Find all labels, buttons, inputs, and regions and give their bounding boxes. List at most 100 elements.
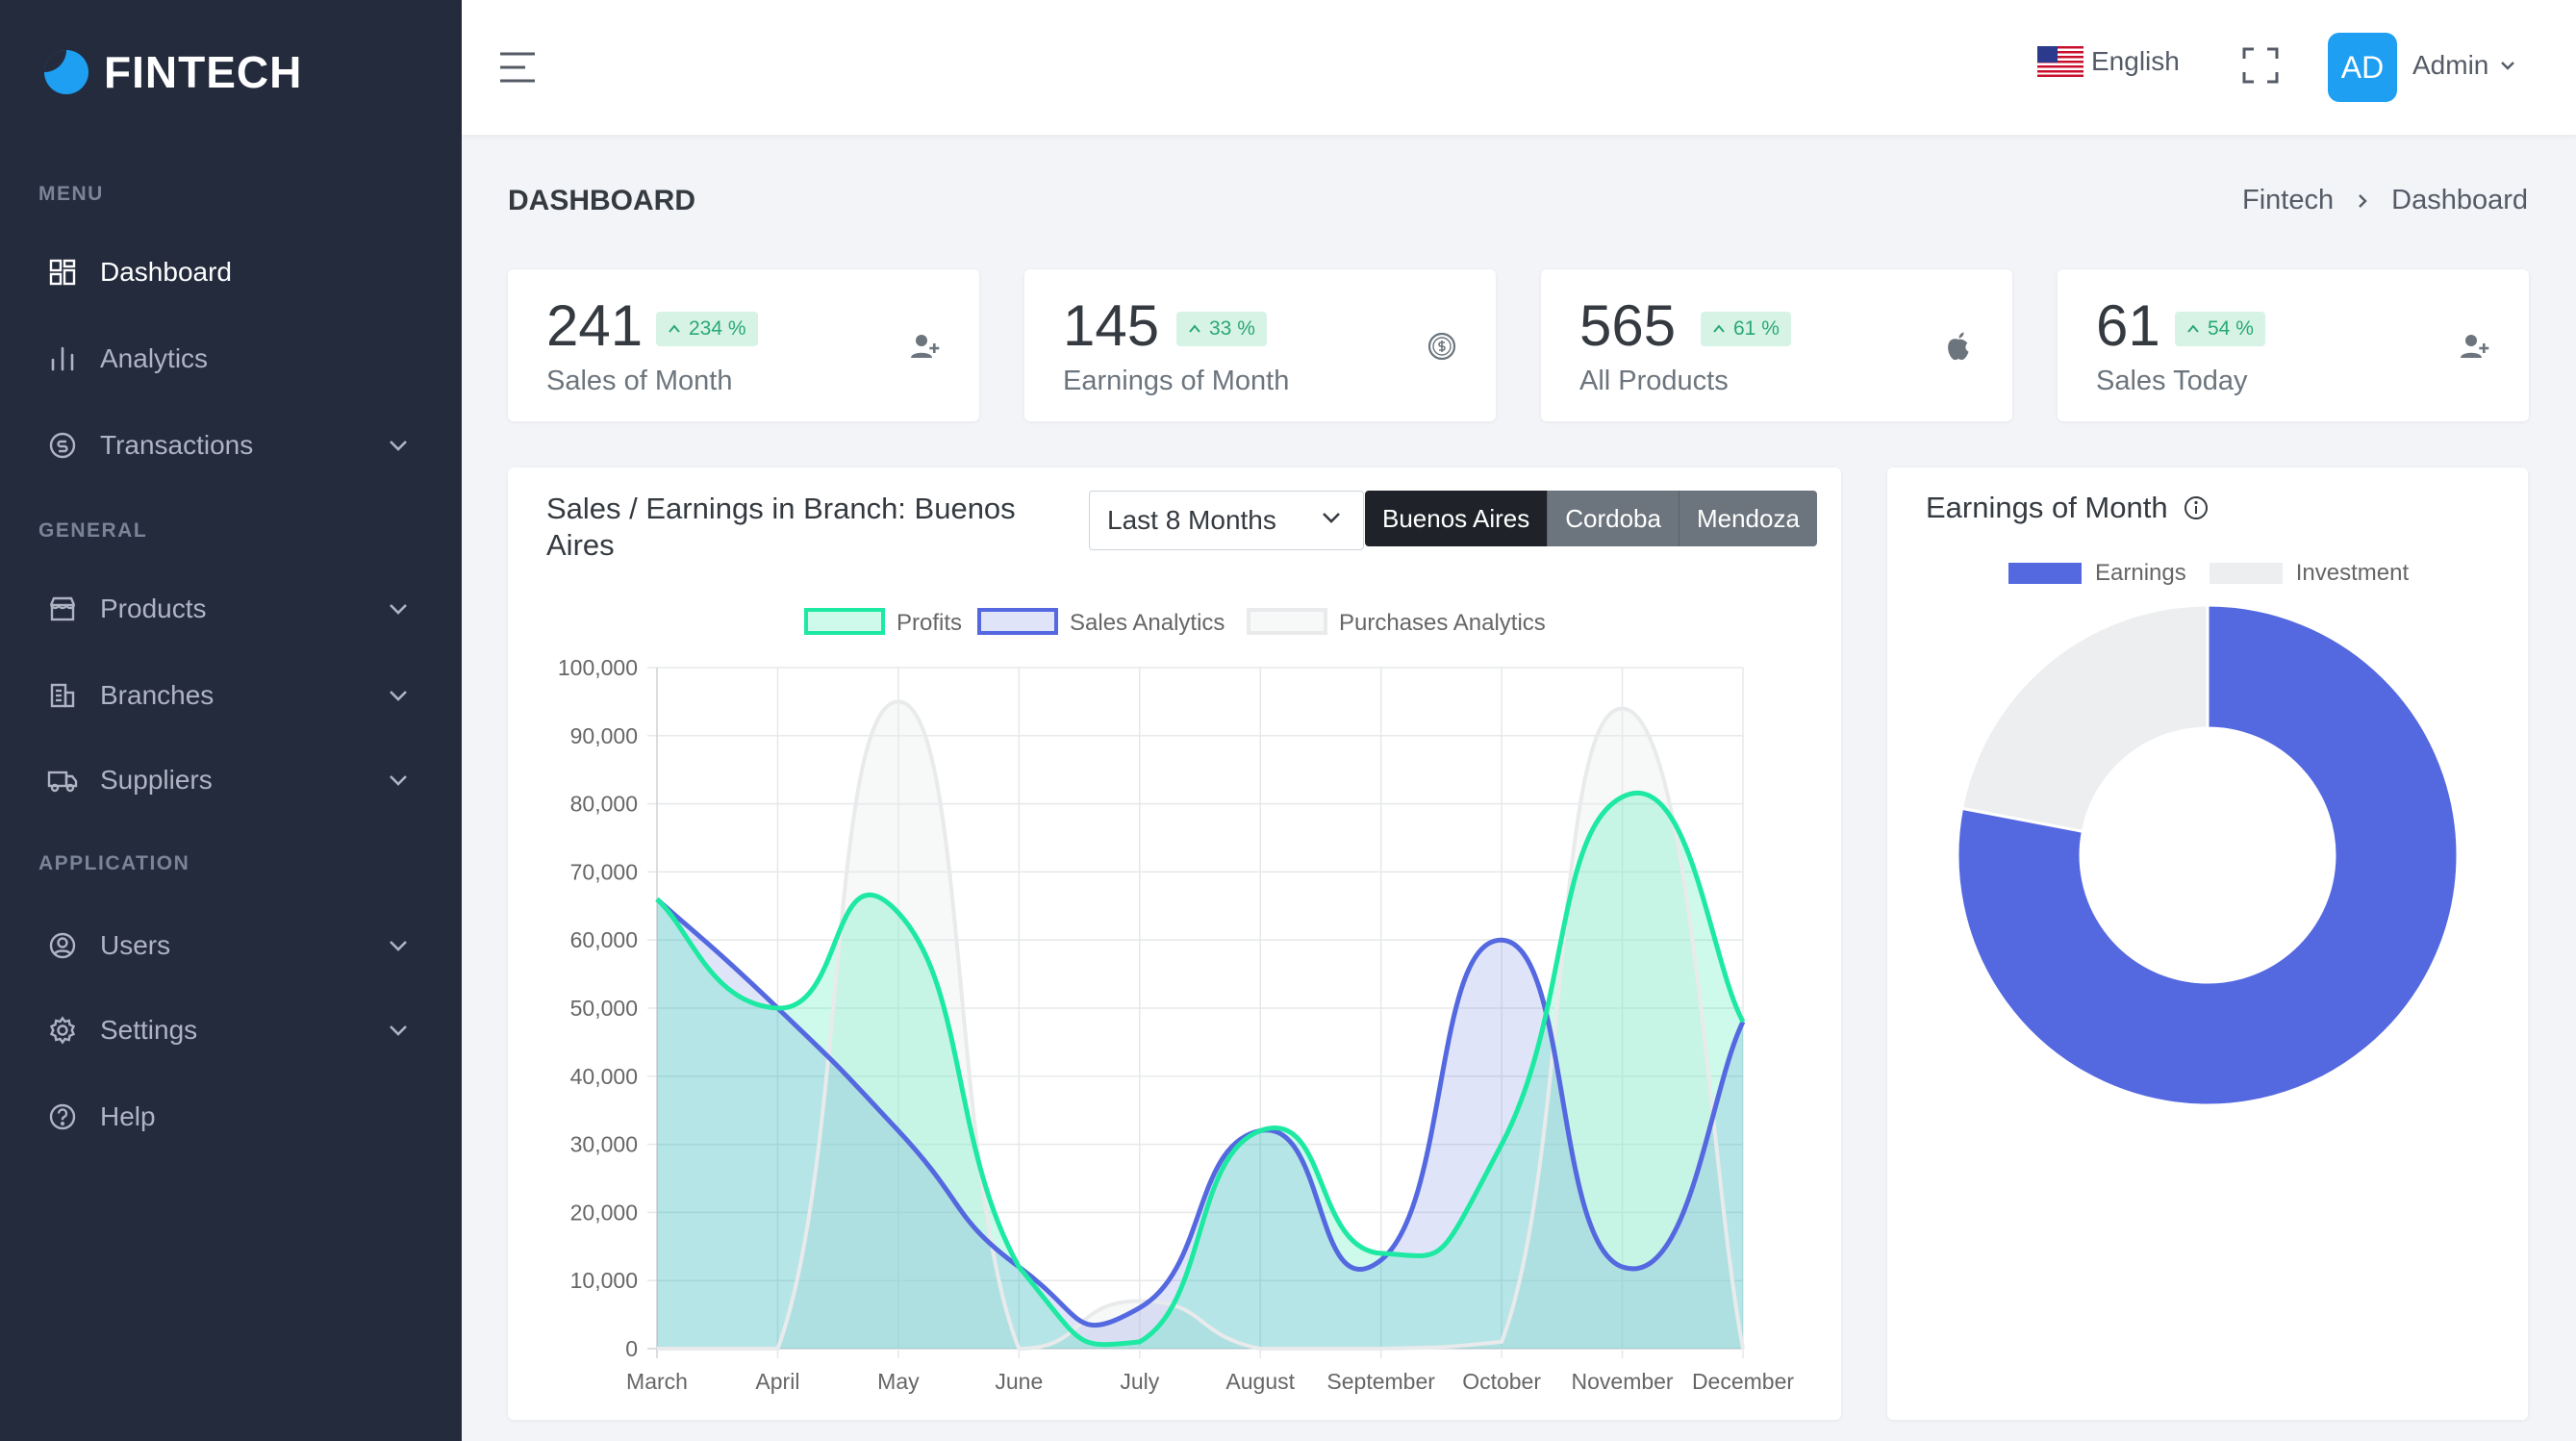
sidebar-item-label: Help bbox=[100, 1101, 156, 1131]
sales-line-chart: 0 10,000 20,000 30,000 40,000 50,000 60,000 70,… bbox=[558, 608, 1794, 1394]
legend-swatch bbox=[1247, 608, 1327, 635]
us-flag-icon bbox=[2037, 46, 2084, 77]
earnings-of-month-card: Earnings of Month Earnings Investment bbox=[1887, 468, 2528, 1420]
avatar[interactable]: AD bbox=[2328, 33, 2397, 102]
sidebar-item-transactions[interactable]: Transactions bbox=[0, 410, 462, 481]
stat-card-sales-today: 61 54 % Sales Today bbox=[2058, 269, 2529, 421]
stat-value: 145 bbox=[1063, 293, 1160, 358]
legend-label-investment[interactable]: Investment bbox=[2295, 560, 2410, 586]
sidebar-item-dashboard[interactable]: Dashboard bbox=[0, 237, 462, 308]
section-title-general: GENERAL bbox=[38, 519, 148, 542]
series-area-0 bbox=[657, 793, 1743, 1349]
stat-label: Sales of Month bbox=[546, 366, 733, 396]
page-title: DASHBOARD bbox=[508, 185, 695, 216]
language-selector[interactable]: English bbox=[2037, 46, 2180, 77]
y-tick-label: 60,000 bbox=[570, 927, 638, 952]
dollar-coin-icon bbox=[1425, 329, 1459, 364]
chevron-down-icon[interactable] bbox=[385, 767, 412, 794]
stat-label: Sales Today bbox=[2096, 366, 2248, 396]
chevron-down-icon[interactable] bbox=[385, 932, 412, 959]
stat-card-sales-of-month: 241 234 % Sales of Month bbox=[508, 269, 979, 421]
caret-up-icon bbox=[1713, 324, 1725, 333]
branch-button-mendoza[interactable]: Mendoza bbox=[1678, 491, 1817, 546]
user-plus-icon bbox=[908, 329, 943, 364]
chevron-down-icon[interactable] bbox=[385, 1017, 412, 1044]
dashboard-icon bbox=[46, 256, 79, 289]
user-menu[interactable]: Admin bbox=[2412, 50, 2515, 81]
caret-up-icon bbox=[669, 324, 680, 333]
hamburger-menu-icon[interactable] bbox=[498, 50, 537, 85]
sidebar-item-settings[interactable]: Settings bbox=[0, 995, 462, 1066]
x-tick-label: July bbox=[1120, 1369, 1159, 1394]
series-line-2 bbox=[656, 699, 1745, 1352]
sidebar-item-label: Settings bbox=[100, 1015, 198, 1045]
chevron-down-icon[interactable] bbox=[385, 682, 412, 709]
logo-text: FINTECH bbox=[104, 47, 303, 97]
sidebar-item-branches[interactable]: Branches bbox=[0, 660, 462, 731]
sidebar-item-products[interactable]: Products bbox=[0, 573, 462, 645]
y-tick-label: 30,000 bbox=[570, 1132, 638, 1157]
y-tick-label: 100,000 bbox=[558, 655, 638, 680]
help-icon bbox=[46, 1100, 79, 1133]
apple-icon bbox=[1941, 329, 1976, 364]
legend-label: Profits bbox=[897, 610, 962, 636]
branch-button-cordoba[interactable]: Cordoba bbox=[1547, 491, 1679, 546]
stat-change-badge: 54 % bbox=[2175, 312, 2265, 346]
chevron-down-icon[interactable] bbox=[385, 595, 412, 622]
stat-card-all-products: 565 61 % All Products bbox=[1541, 269, 2012, 421]
sidebar: FINTECH MENU Dashboard Analytics Transac… bbox=[0, 0, 462, 1441]
stat-change-badge: 33 % bbox=[1176, 312, 1267, 346]
range-select[interactable]: Last 8 Months bbox=[1089, 491, 1364, 550]
donut-chart-title: Earnings of Month bbox=[1926, 491, 2209, 525]
series-area-2 bbox=[657, 701, 1743, 1349]
y-tick-label: 0 bbox=[625, 1336, 638, 1361]
stat-change-badge: 61 % bbox=[1701, 312, 1791, 346]
stat-value: 61 bbox=[2096, 293, 2160, 358]
x-tick-label: May bbox=[877, 1369, 920, 1394]
branch-button-group: Buenos Aires Cordoba Mendoza bbox=[1365, 491, 1817, 546]
users-icon bbox=[46, 929, 79, 962]
series-area-1 bbox=[657, 898, 1743, 1349]
section-title-application: APPLICATION bbox=[38, 852, 190, 874]
y-tick-label: 70,000 bbox=[570, 859, 638, 884]
stat-value: 565 bbox=[1579, 293, 1677, 358]
x-tick-label: September bbox=[1326, 1369, 1435, 1394]
caret-up-icon bbox=[1189, 324, 1200, 333]
sidebar-item-help[interactable]: Help bbox=[0, 1081, 462, 1152]
x-tick-label: December bbox=[1692, 1369, 1794, 1394]
logo[interactable]: FINTECH bbox=[44, 46, 302, 98]
analytics-icon bbox=[46, 342, 79, 375]
donut-legend: Earnings Investment bbox=[2008, 560, 2409, 587]
legend-swatch bbox=[977, 608, 1058, 635]
fullscreen-icon[interactable] bbox=[2241, 46, 2280, 85]
user-plus-icon bbox=[2458, 329, 2492, 364]
branch-button-buenos-aires[interactable]: Buenos Aires bbox=[1365, 491, 1548, 546]
x-tick-label: April bbox=[755, 1369, 799, 1394]
stat-label: Earnings of Month bbox=[1063, 366, 1290, 396]
info-icon[interactable] bbox=[2184, 495, 2209, 520]
sidebar-item-label: Suppliers bbox=[100, 765, 213, 795]
donut-slice-earnings[interactable] bbox=[1956, 603, 2460, 1107]
y-tick-label: 50,000 bbox=[570, 996, 638, 1021]
sidebar-item-label: Analytics bbox=[100, 343, 209, 373]
transactions-icon bbox=[46, 429, 79, 462]
breadcrumb-item-fintech[interactable]: Fintech bbox=[2242, 185, 2335, 215]
legend-swatch-investment bbox=[2209, 563, 2283, 584]
legend-label-earnings[interactable]: Earnings bbox=[2095, 560, 2186, 586]
y-tick-label: 40,000 bbox=[570, 1064, 638, 1089]
stat-change-badge: 234 % bbox=[656, 312, 758, 346]
x-tick-label: October bbox=[1462, 1369, 1541, 1394]
x-tick-label: August bbox=[1225, 1369, 1295, 1394]
language-label: English bbox=[2091, 46, 2180, 76]
user-name: Admin bbox=[2412, 50, 2489, 80]
sidebar-item-label: Branches bbox=[100, 680, 215, 710]
section-title-menu: MENU bbox=[38, 183, 104, 205]
stat-card-earnings-of-month: 145 33 % Earnings of Month bbox=[1024, 269, 1496, 421]
chevron-down-icon[interactable] bbox=[385, 432, 412, 459]
earnings-donut-chart bbox=[1956, 603, 2460, 1107]
sidebar-item-suppliers[interactable]: Suppliers bbox=[0, 745, 462, 816]
donut-slice-investment[interactable] bbox=[1959, 603, 2210, 834]
sales-chart-title: Sales / Earnings in Branch: Buenos Aires bbox=[546, 492, 1016, 562]
sidebar-item-users[interactable]: Users bbox=[0, 910, 462, 981]
sidebar-item-analytics[interactable]: Analytics bbox=[0, 323, 462, 394]
